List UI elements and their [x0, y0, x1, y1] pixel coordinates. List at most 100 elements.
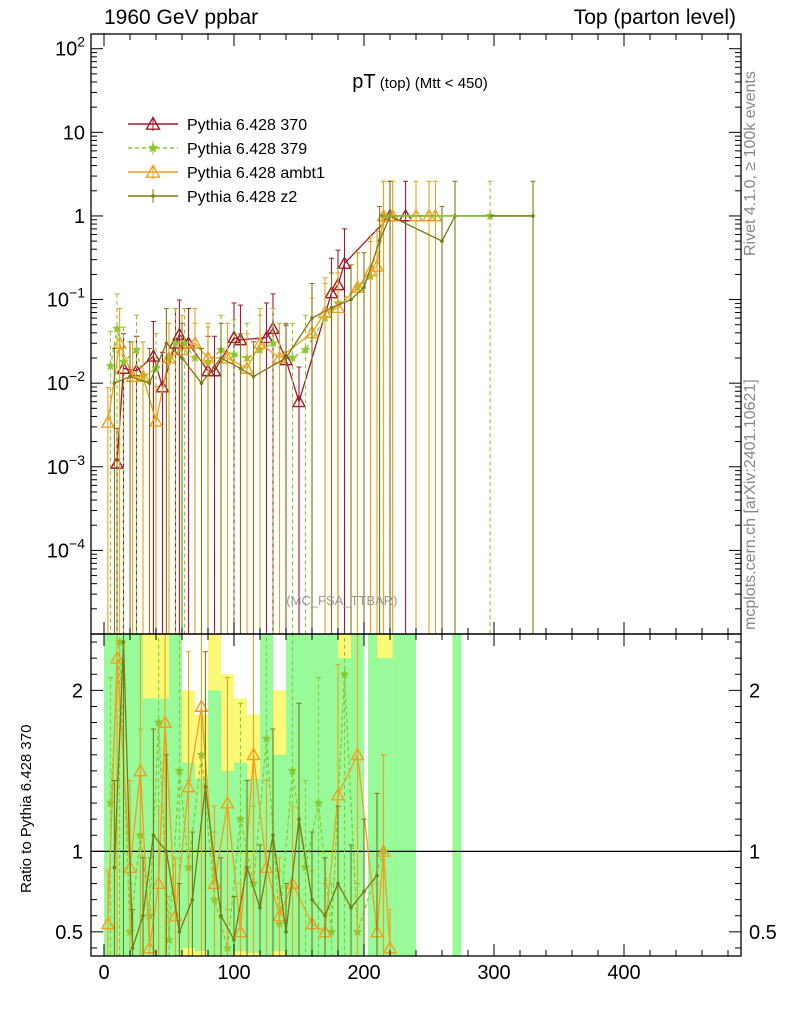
- data-point: [148, 413, 164, 427]
- x-tick-label: 100: [217, 962, 250, 984]
- data-point: [121, 640, 126, 644]
- main-plot: (MC_FSA_TTBAR): [100, 180, 536, 634]
- ratio-y-tick-label: 0.5: [55, 922, 83, 944]
- data-point: [284, 930, 288, 934]
- data-point: [112, 335, 127, 349]
- data-point: [363, 263, 378, 277]
- data-point: [259, 330, 274, 344]
- header-right: Top (parton level): [573, 6, 736, 29]
- data-point: [219, 913, 223, 918]
- y-tick-label: 1: [74, 206, 85, 228]
- data-point: [130, 946, 135, 950]
- legend-marker: [147, 142, 159, 153]
- data-point: [151, 876, 166, 890]
- data-point: [170, 338, 181, 348]
- y-tick-label: 10−4: [47, 535, 85, 562]
- ratio-y-tick-label-right: 1: [749, 841, 760, 863]
- data-point: [229, 349, 239, 359]
- data-point: [147, 381, 152, 385]
- data-point: [362, 889, 366, 894]
- data-point: [235, 813, 246, 824]
- data-point: [187, 335, 203, 349]
- data-point: [377, 239, 382, 243]
- data-point: [258, 905, 262, 910]
- data-point: [330, 300, 346, 314]
- data-point: [268, 338, 278, 348]
- x-tick-label: 200: [347, 962, 380, 984]
- series-line-2: [113, 642, 378, 949]
- x-tick-label: 400: [607, 962, 640, 984]
- legend-label: Pythia 6.428 ambt1: [187, 165, 325, 182]
- legend-label: Pythia 6.428 379: [187, 141, 307, 158]
- data-point: [362, 285, 366, 290]
- data-point: [100, 414, 116, 428]
- data-point: [272, 350, 287, 364]
- data-point: [300, 344, 311, 355]
- data-point: [128, 374, 132, 379]
- data-point: [181, 779, 196, 793]
- y-tick-label: 10−3: [47, 452, 85, 479]
- data-point: [164, 341, 169, 346]
- data-point: [349, 297, 353, 302]
- data-point: [142, 940, 157, 954]
- series-line-1: [109, 215, 491, 378]
- data-point: [105, 360, 116, 371]
- data-point: [200, 350, 216, 364]
- ratio-y-tick-label-right: 2: [749, 680, 760, 702]
- data-point: [252, 335, 268, 349]
- legend-marker: [145, 164, 161, 178]
- ratio-y-tick-label: 2: [72, 680, 83, 702]
- data-point: [330, 787, 346, 801]
- data-point: [194, 699, 209, 712]
- data-point: [245, 865, 249, 870]
- data-point: [272, 908, 287, 922]
- y-tick-label: 10−1: [47, 285, 85, 312]
- data-point: [337, 256, 352, 269]
- data-point: [246, 747, 261, 761]
- data-point: [261, 733, 272, 743]
- data-point: [350, 279, 365, 293]
- x-tick-label: 300: [477, 962, 510, 984]
- data-point: [164, 849, 169, 854]
- data-point: [285, 876, 300, 890]
- data-point: [219, 356, 223, 360]
- band-inner: [367, 634, 377, 956]
- legend-label: Pythia 6.428 370: [187, 117, 307, 134]
- band-inner: [169, 634, 182, 956]
- data-point: [317, 305, 333, 319]
- y-tick-label: 102: [55, 34, 85, 61]
- y-tick-label: 10: [63, 122, 85, 144]
- data-point: [112, 865, 117, 870]
- ratio-y-tick-label-right: 0.5: [749, 922, 777, 944]
- data-point: [440, 239, 444, 243]
- header-left: 1960 GeV ppbar: [104, 6, 259, 29]
- y-tick-label: 10−2: [47, 368, 85, 395]
- data-point: [329, 305, 334, 310]
- data-point: [251, 374, 256, 379]
- data-point: [151, 833, 156, 838]
- ratio-plot: [91, 634, 741, 956]
- data-point: [232, 938, 236, 942]
- data-point: [271, 833, 275, 838]
- band-inner: [325, 634, 338, 956]
- data-point: [157, 715, 173, 729]
- data-point: [310, 897, 314, 902]
- data-point: [129, 363, 144, 377]
- ratio-y-tick-label: 1: [72, 841, 83, 863]
- data-point: [336, 881, 340, 886]
- data-point: [323, 913, 327, 918]
- data-point: [375, 873, 379, 878]
- data-point: [349, 905, 353, 910]
- data-point: [131, 344, 142, 355]
- data-point: [177, 930, 182, 934]
- data-point: [376, 843, 391, 857]
- x-tick-label: 0: [98, 962, 109, 984]
- band-inner: [452, 634, 462, 956]
- legend-marker: [151, 194, 155, 198]
- band-inner: [312, 634, 325, 956]
- data-point: [133, 763, 148, 777]
- data-point: [105, 797, 116, 808]
- data-point: [168, 908, 183, 922]
- data-point: [174, 765, 185, 776]
